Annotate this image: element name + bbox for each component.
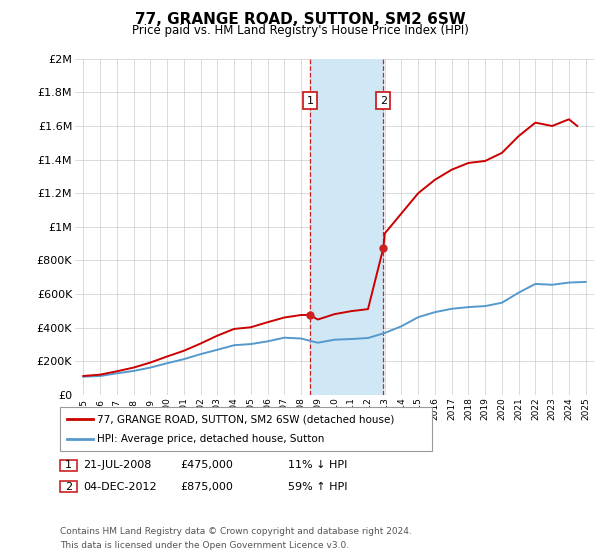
Text: 2: 2 [380, 96, 387, 106]
Text: 04-DEC-2012: 04-DEC-2012 [83, 482, 157, 492]
Text: 1: 1 [307, 96, 314, 106]
Text: HPI: Average price, detached house, Sutton: HPI: Average price, detached house, Sutt… [97, 435, 325, 445]
Text: 21-JUL-2008: 21-JUL-2008 [83, 460, 151, 470]
Text: Price paid vs. HM Land Registry's House Price Index (HPI): Price paid vs. HM Land Registry's House … [131, 24, 469, 37]
Text: This data is licensed under the Open Government Licence v3.0.: This data is licensed under the Open Gov… [60, 541, 349, 550]
Bar [310, 59, 383, 395]
Text: 77, GRANGE ROAD, SUTTON, SM2 6SW: 77, GRANGE ROAD, SUTTON, SM2 6SW [134, 12, 466, 27]
Text: 1: 1 [65, 460, 72, 470]
Text: 2: 2 [65, 482, 72, 492]
Text: Contains HM Land Registry data © Crown copyright and database right 2024.: Contains HM Land Registry data © Crown c… [60, 528, 412, 536]
Text: £475,000: £475,000 [180, 460, 233, 470]
Text: 77, GRANGE ROAD, SUTTON, SM2 6SW (detached house): 77, GRANGE ROAD, SUTTON, SM2 6SW (detach… [97, 414, 395, 424]
Text: 59% ↑ HPI: 59% ↑ HPI [288, 482, 347, 492]
Text: £875,000: £875,000 [180, 482, 233, 492]
Text: 11% ↓ HPI: 11% ↓ HPI [288, 460, 347, 470]
